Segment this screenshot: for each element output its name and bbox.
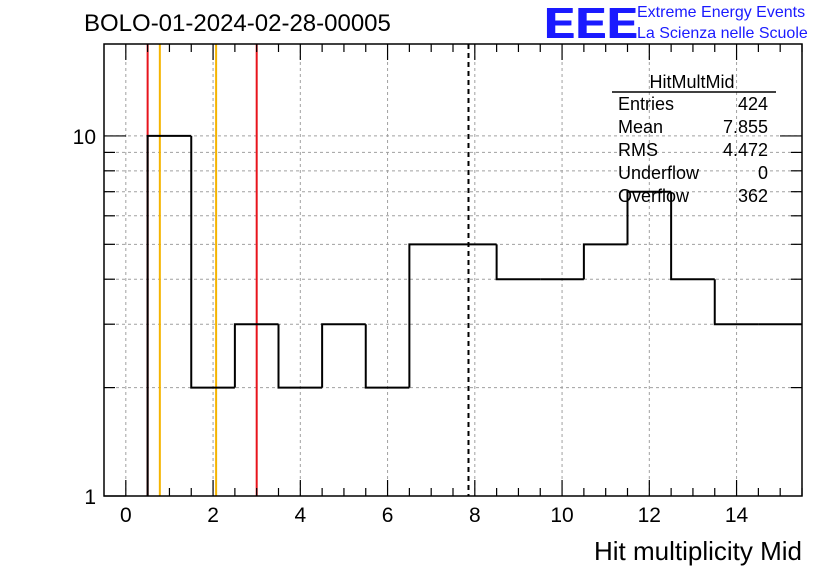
stats-label-underflow: Underflow: [618, 163, 700, 183]
histogram-bin-6: [364, 324, 410, 389]
chart-title: BOLO-01-2024-02-28-00005: [84, 10, 391, 37]
x-tick-label-6: 6: [382, 504, 394, 527]
histogram-bin-11: [582, 243, 628, 280]
x-tick-label-0: 0: [120, 504, 132, 527]
histogram-bin-12: [626, 190, 672, 245]
stats-label-rms: RMS: [618, 140, 658, 160]
x-tick-label-12: 12: [638, 504, 661, 527]
histogram-bin-13: [670, 191, 715, 281]
marker-lines: [146, 44, 470, 496]
stats-box: HitMultMid Entries 424 Mean 7.855 RMS 4.…: [612, 72, 776, 206]
stats-label-mean: Mean: [618, 117, 663, 137]
x-tick-label-8: 8: [469, 504, 481, 527]
histogram-bin-3: [233, 323, 279, 388]
y-tick-label-1: 1: [84, 486, 96, 509]
x-tick-label-10: 10: [550, 504, 573, 527]
histogram-bin-1: [146, 134, 192, 496]
x-tick-label-2: 2: [207, 504, 219, 527]
stats-value-entries: 424: [738, 94, 768, 114]
stats-label-overflow: Overflow: [618, 186, 690, 206]
axes: 0 2 4 6 8 10 12 14 1 10: [73, 43, 803, 527]
histogram-bin-2: [190, 135, 235, 389]
y-tick-label-10: 10: [73, 126, 96, 149]
logo-subtitle-2: La Scienza nelle Scuole: [637, 25, 808, 42]
histogram-bin-5: [321, 323, 366, 388]
histogram: [146, 134, 802, 496]
stats-value-mean: 7.855: [723, 117, 768, 137]
stats-value-underflow: 0: [758, 163, 768, 183]
stats-label-entries: Entries: [618, 94, 674, 114]
histogram-bin-9: [495, 244, 541, 281]
histogram-bin-14: [713, 279, 759, 326]
histogram-bin-7: [408, 243, 453, 388]
grid: [104, 44, 802, 496]
stats-title: HitMultMid: [649, 72, 734, 92]
x-tick-label-4: 4: [294, 504, 306, 527]
stats-value-overflow: 362: [738, 186, 768, 206]
stats-value-rms: 4.472: [723, 140, 768, 160]
plot-frame: [103, 43, 803, 497]
histogram-bin-4: [277, 324, 323, 389]
eee-logo: EEE: [545, 0, 640, 48]
x-tick-label-14: 14: [725, 504, 749, 527]
x-axis-label: Hit multiplicity Mid: [593, 536, 802, 566]
logo-subtitle-1: Extreme Energy Events: [637, 4, 806, 21]
